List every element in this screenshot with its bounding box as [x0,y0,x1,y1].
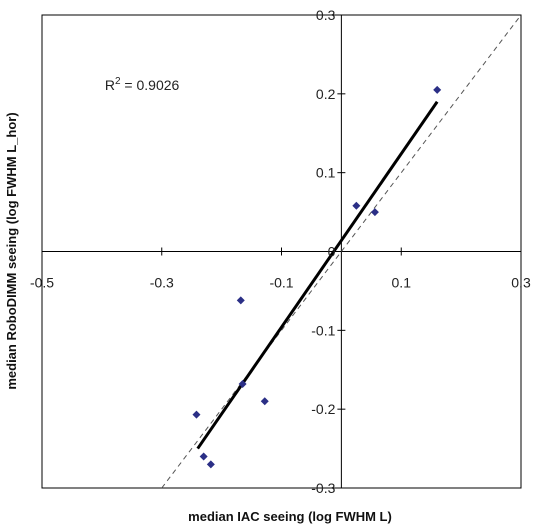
x-tick-label: 0.3 [511,275,531,291]
fit-line-group [196,100,439,450]
data-point [260,397,269,406]
x-tick-label: -0.3 [150,275,174,291]
data-point [199,452,208,461]
data-points [192,85,442,469]
y-tick-labels: 0.3 0.2 0.1 0 -0.1 -0.2 -0.3 [311,7,335,496]
y-tick-label: 0.2 [316,86,336,102]
x-tick-label: -0.5 [30,275,54,291]
y-tick-label: -0.1 [311,322,335,338]
y-axis-title: median RoboDIMM seeing (log FWHM L_hor) [4,112,19,389]
x-tick-labels: -0.5 -0.3 -0.1 0.1 0.3 [30,275,531,291]
zero-axes [41,14,522,489]
data-point [433,85,442,94]
x-tick-label: 0.1 [392,275,412,291]
data-point [370,208,379,217]
y-tick-label: 0.3 [316,7,336,23]
x-axis-title: median IAC seeing (log FWHM L) [188,509,392,524]
y-tick-label: -0.3 [311,480,335,496]
data-point [192,410,201,419]
data-point [238,379,247,388]
y-tick-label: 0 [328,244,336,260]
data-point [352,201,361,210]
regression-line [196,100,439,450]
x-tick-label: -0.1 [269,275,293,291]
data-point [236,296,245,305]
r-squared-annotation: R2 = 0.9026 [105,76,180,93]
data-point [206,460,215,469]
y-tick-label: 0.1 [316,165,336,181]
y-tick-label: -0.2 [311,401,335,417]
